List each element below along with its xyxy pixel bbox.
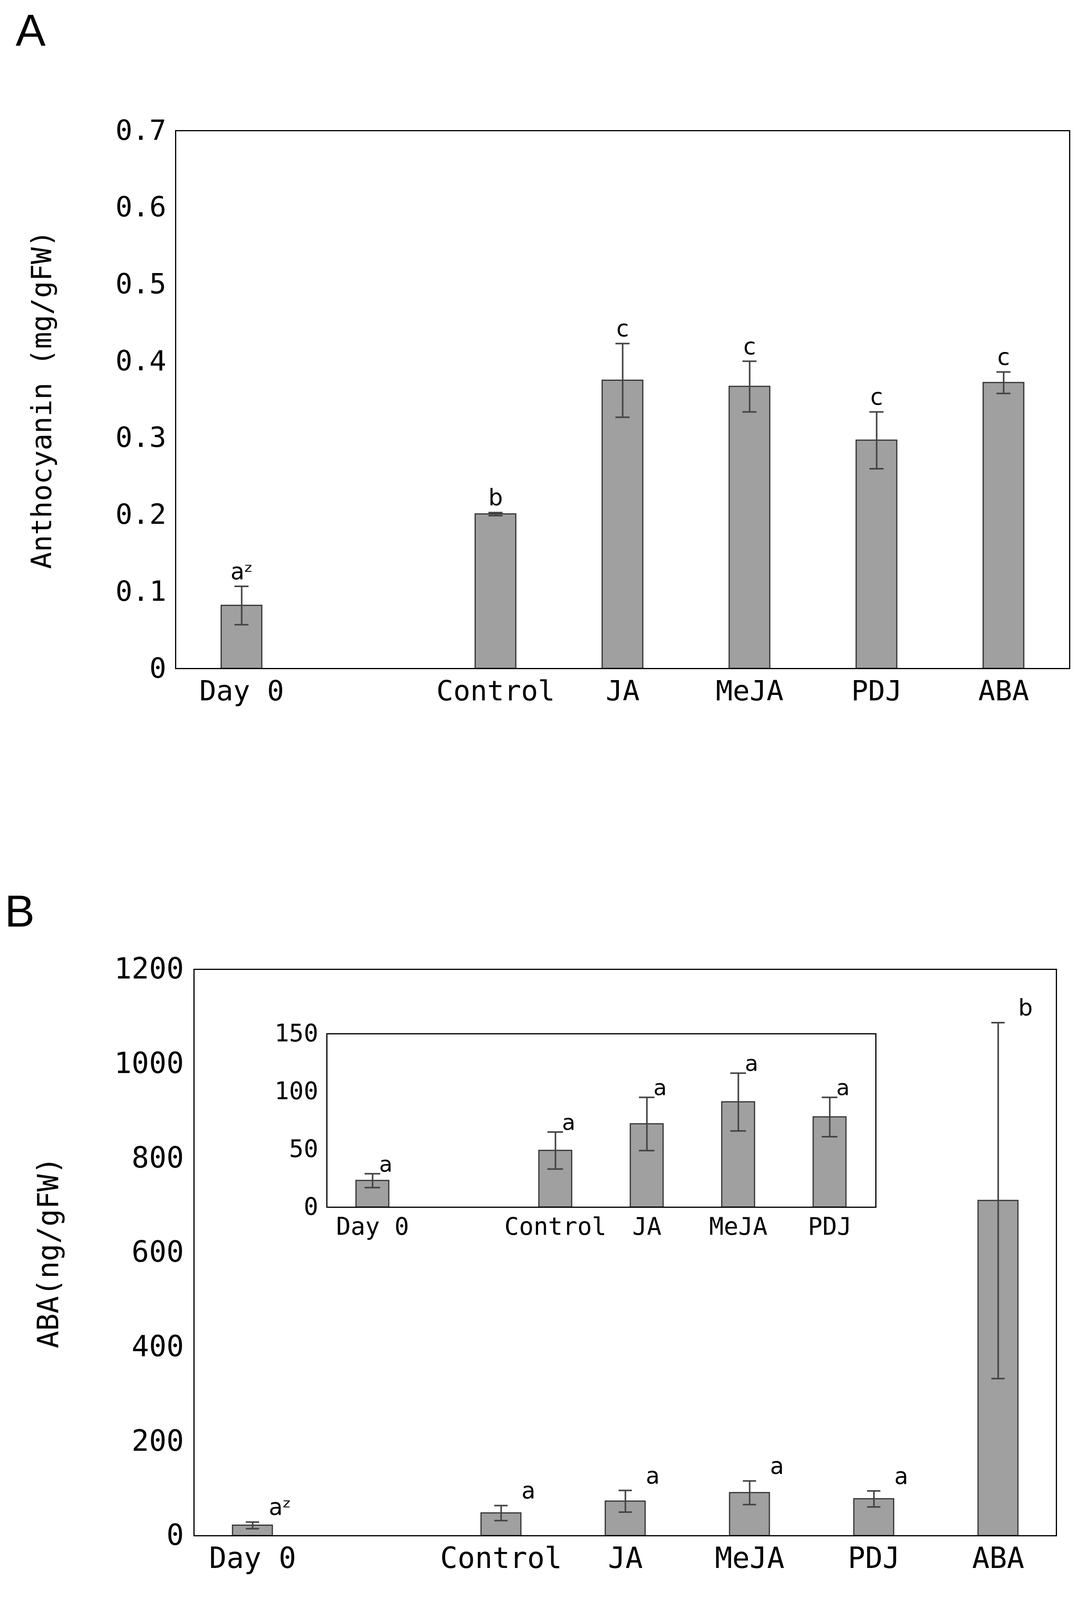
svg-text:Anthocyanin (mg/gFW): Anthocyanin (mg/gFW) (25, 230, 58, 570)
svg-text:0: 0 (303, 1192, 319, 1222)
svg-text:400: 400 (131, 1329, 185, 1364)
svg-text:MeJA: MeJA (715, 674, 784, 708)
svg-text:aᶻ: aᶻ (230, 558, 253, 585)
svg-text:Day 0: Day 0 (199, 674, 285, 708)
svg-text:JA: JA (608, 1541, 643, 1576)
svg-text:c: c (616, 315, 630, 342)
svg-text:MeJA: MeJA (714, 1541, 785, 1576)
svg-text:0.7: 0.7 (115, 113, 167, 147)
svg-text:a: a (561, 1109, 576, 1136)
svg-text:MeJA: MeJA (709, 1212, 768, 1242)
svg-text:b: b (1018, 994, 1033, 1022)
svg-text:c: c (743, 333, 757, 360)
svg-text:a: a (521, 1477, 536, 1505)
svg-text:c: c (870, 383, 884, 411)
svg-text:ABA(ng/gFW): ABA(ng/gFW) (31, 1157, 65, 1349)
svg-text:b: b (488, 484, 503, 512)
svg-text:a: a (653, 1074, 667, 1101)
svg-text:c: c (997, 343, 1011, 371)
svg-text:JA: JA (632, 1212, 662, 1242)
svg-text:100: 100 (274, 1076, 319, 1106)
svg-text:a: a (894, 1463, 909, 1490)
svg-text:0.3: 0.3 (115, 420, 167, 454)
svg-text:0.5: 0.5 (115, 267, 167, 301)
svg-text:0.1: 0.1 (115, 574, 167, 608)
svg-text:PDJ: PDJ (847, 1541, 901, 1576)
svg-text:0.6: 0.6 (115, 190, 167, 224)
svg-text:Day 0: Day 0 (336, 1212, 410, 1242)
svg-text:JA: JA (605, 674, 640, 708)
svg-text:Control: Control (436, 674, 555, 708)
svg-text:a: a (770, 1453, 785, 1480)
svg-text:Control: Control (504, 1212, 607, 1242)
svg-text:150: 150 (274, 1019, 319, 1048)
svg-text:Day 0: Day 0 (209, 1541, 297, 1576)
svg-text:Control: Control (440, 1541, 563, 1576)
svg-text:a: a (836, 1074, 850, 1101)
svg-text:PDJ: PDJ (851, 674, 902, 708)
svg-text:50: 50 (289, 1134, 319, 1164)
svg-text:200: 200 (131, 1424, 185, 1458)
html-text:B: B (4, 886, 35, 937)
svg-text:0.2: 0.2 (115, 497, 167, 531)
html-text:A: A (15, 5, 46, 56)
svg-text:ABA: ABA (972, 1541, 1025, 1576)
svg-text:a: a (744, 1050, 759, 1077)
svg-text:1000: 1000 (114, 1046, 184, 1081)
svg-text:800: 800 (131, 1141, 185, 1175)
svg-text:a: a (645, 1462, 660, 1490)
svg-text:0.4: 0.4 (115, 344, 167, 378)
svg-text:600: 600 (131, 1235, 185, 1269)
svg-text:0: 0 (166, 1518, 185, 1553)
svg-text:0: 0 (149, 651, 167, 685)
svg-text:1200: 1200 (114, 951, 184, 986)
svg-text:PDJ: PDJ (808, 1212, 852, 1242)
svg-text:ABA: ABA (978, 674, 1029, 708)
svg-text:a: a (379, 1151, 393, 1177)
svg-text:aᶻ: aᶻ (268, 1494, 292, 1521)
